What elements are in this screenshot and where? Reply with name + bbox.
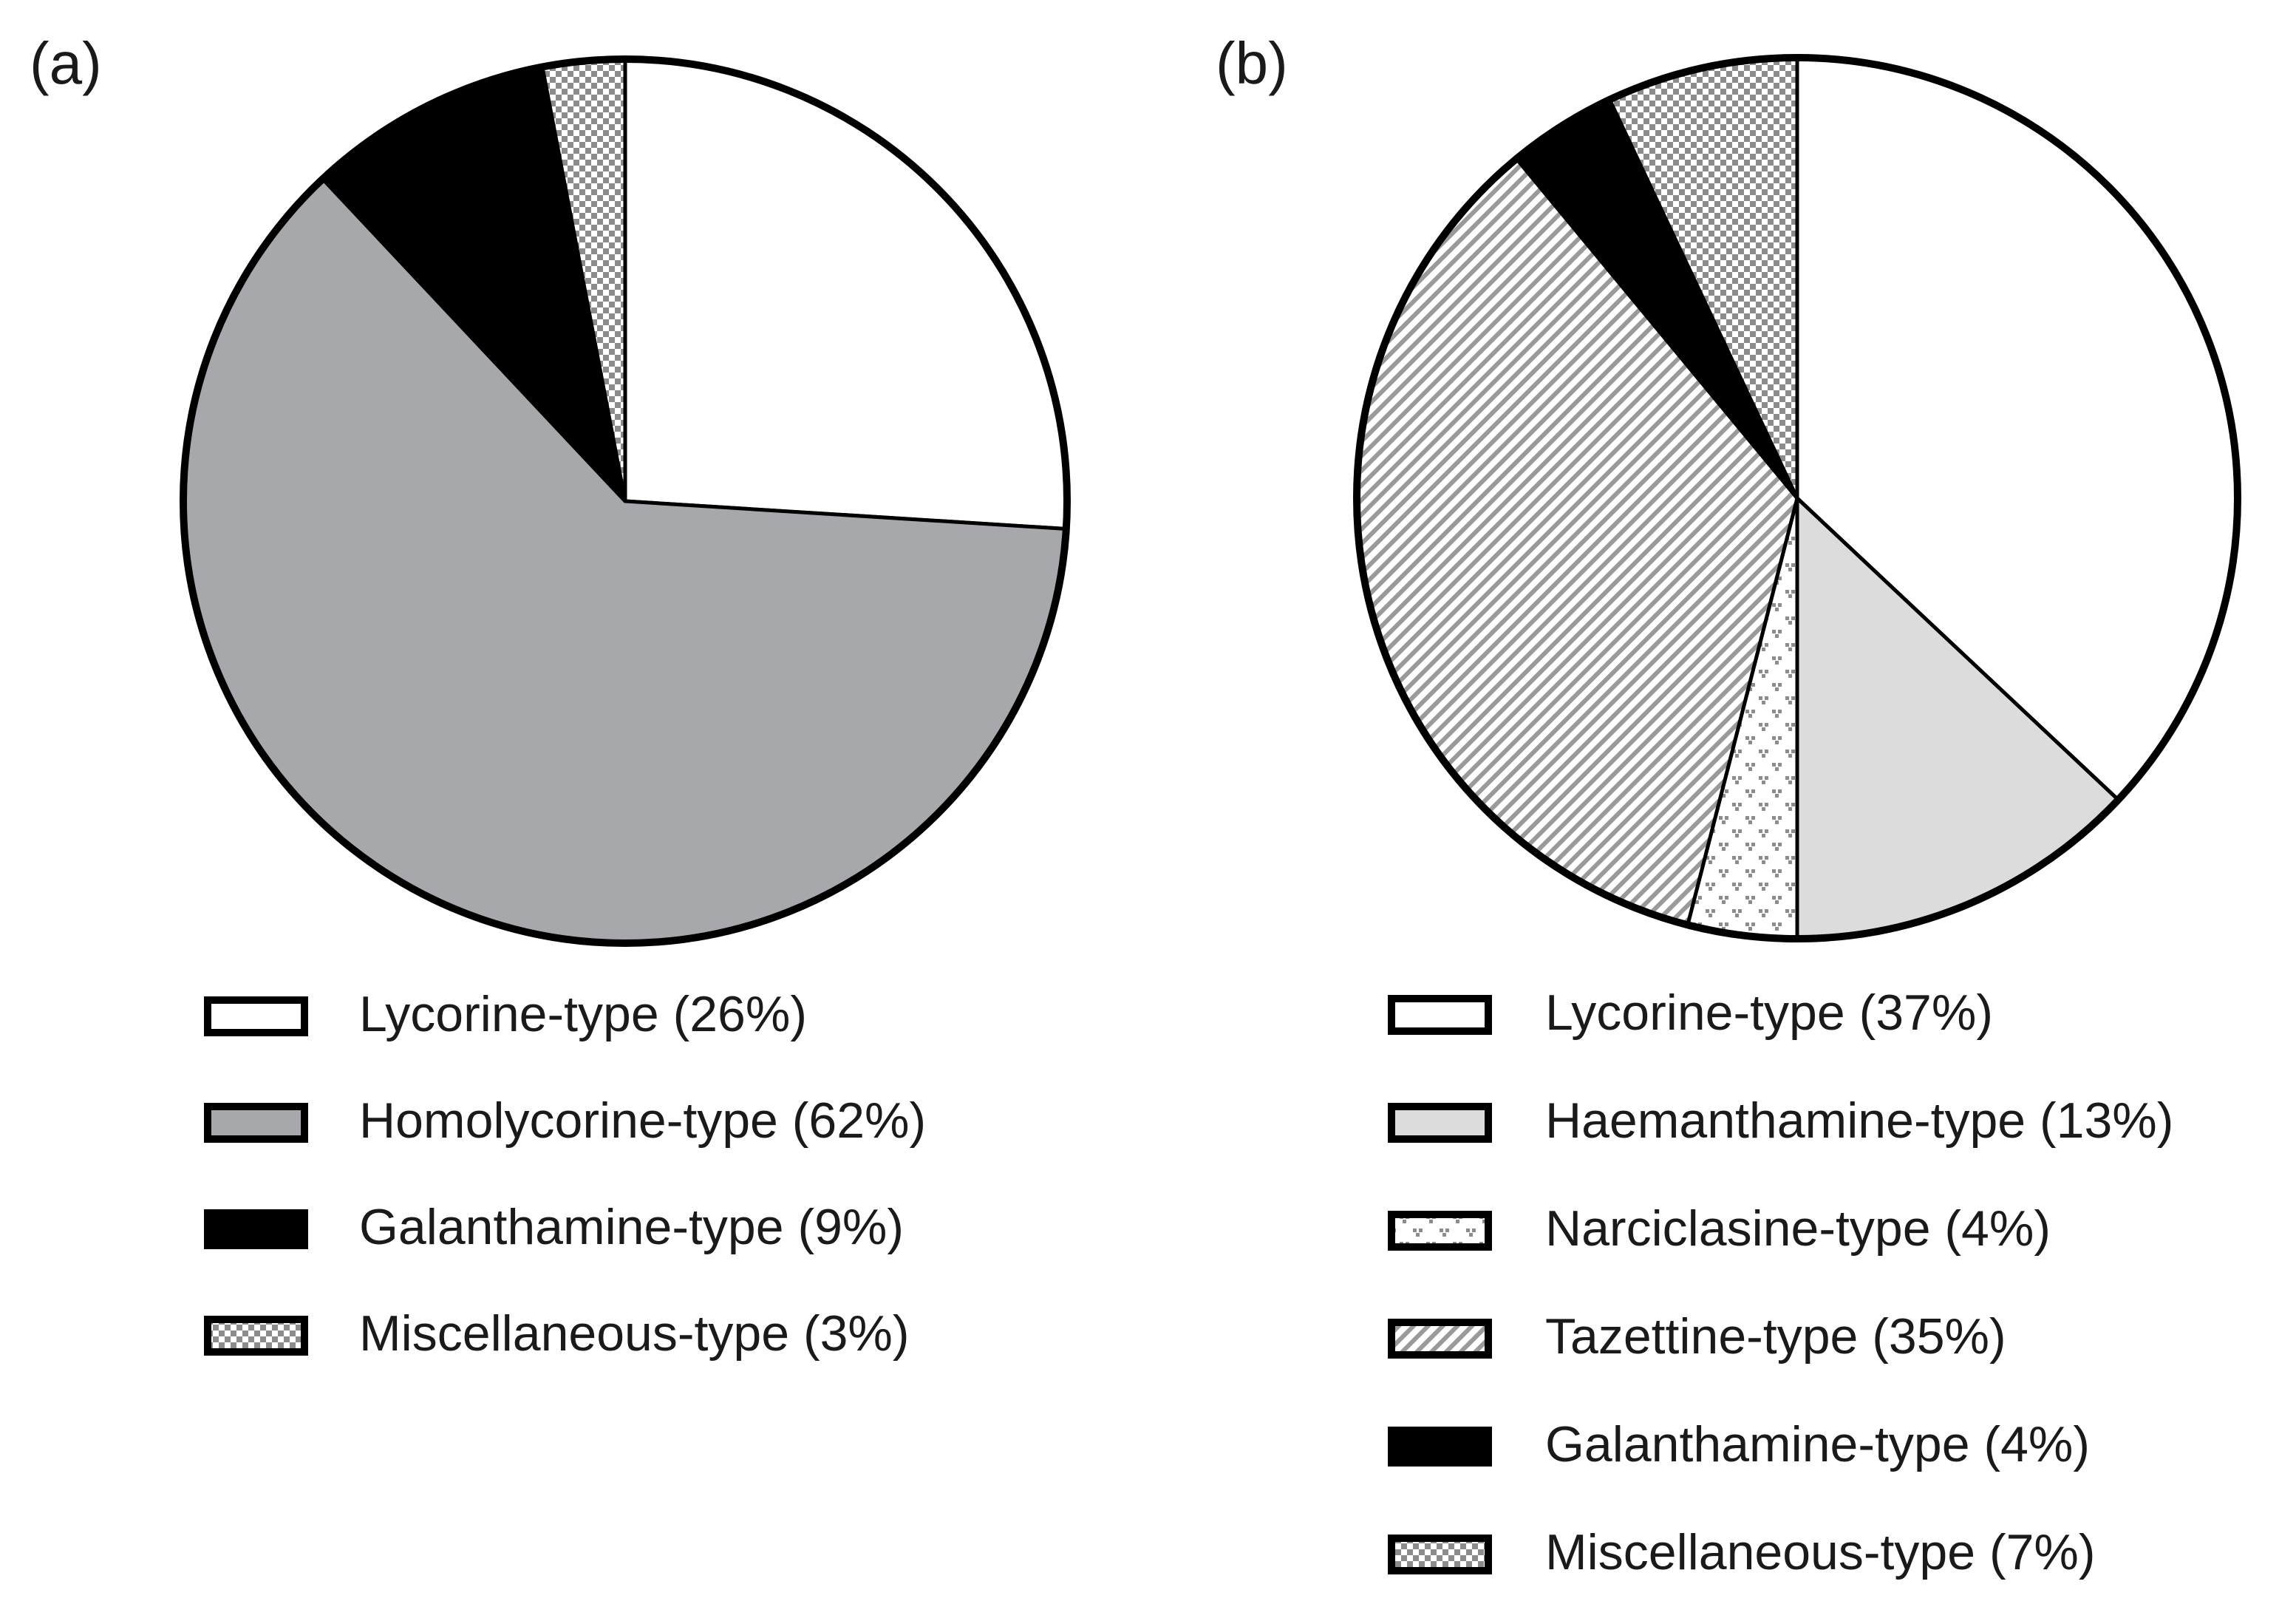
legend-swatch	[1388, 1319, 1492, 1359]
legend-label: Tazettine-type (35%)	[1545, 1308, 2006, 1365]
legend-swatch	[204, 996, 308, 1036]
pie-outline	[1353, 54, 2241, 942]
legend-swatch	[1388, 1211, 1492, 1251]
legend-swatch	[1388, 1103, 1492, 1143]
pie-outline	[180, 55, 1071, 947]
panel-label: (a)	[30, 30, 102, 96]
panel-label: (b)	[1216, 30, 1288, 96]
legend-label: Miscellaneous-type (3%)	[359, 1305, 910, 1362]
legend-label: Galanthamine-type (9%)	[359, 1199, 904, 1255]
legend-swatch	[1388, 995, 1492, 1035]
legend-swatch	[1388, 1427, 1492, 1467]
legend-swatch	[204, 1316, 308, 1356]
legend-swatch	[204, 1103, 308, 1143]
legend-label: Haemanthamine-type (13%)	[1545, 1092, 2173, 1149]
legend-label: Miscellaneous-type (7%)	[1545, 1524, 2096, 1580]
legend-swatch	[1388, 1535, 1492, 1574]
legend-label: Narciclasine-type (4%)	[1545, 1200, 2051, 1257]
legend-label: Lycorine-type (26%)	[359, 986, 807, 1042]
legend-label: Homolycorine-type (62%)	[359, 1092, 926, 1149]
legend-label: Lycorine-type (37%)	[1545, 985, 1993, 1041]
legend-label: Galanthamine-type (4%)	[1545, 1416, 2090, 1472]
legend-swatch	[204, 1209, 308, 1249]
pie-slice	[623, 57, 1069, 531]
